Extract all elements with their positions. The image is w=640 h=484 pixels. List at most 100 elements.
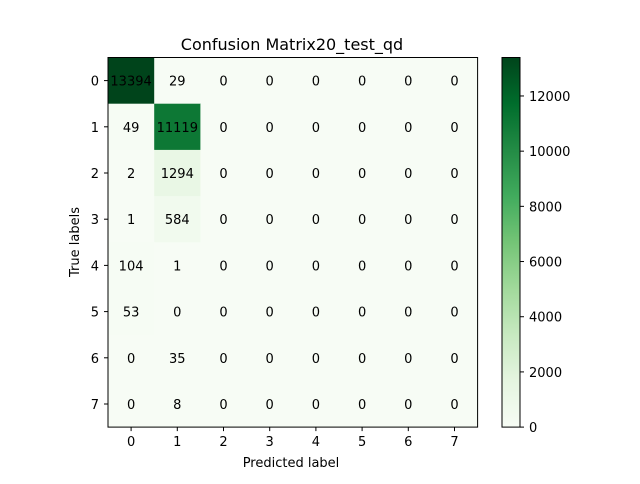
cell-value-label: 53 [123,306,140,321]
cell-value-label: 0 [266,75,274,90]
colorbar-tick-label: 2000 [529,366,562,381]
heatmap-cell [200,380,248,428]
heatmap-cell [200,242,248,289]
cell-value-label: 0 [404,121,412,136]
cell-value-label: 0 [266,306,274,321]
cell-value-label: 0 [450,306,458,321]
cell-value-label: 1 [173,259,181,274]
heatmap-cell [154,196,201,243]
heatmap-cell [108,380,155,428]
cell-value-label: 11119 [157,121,198,136]
cell-value-label: 2 [127,167,135,182]
colorbar-tick-label: 0 [529,421,537,436]
x-tick-label: 4 [312,435,320,450]
cell-value-label: 49 [123,121,140,136]
cell-value-label: 0 [312,75,320,90]
heatmap-cell [246,334,294,382]
cell-value-label: 0 [450,75,458,90]
x-axis-label: Predicted label [243,456,340,471]
heatmap-cell [292,334,340,382]
cell-value-label: 0 [450,352,458,367]
y-tick-label: 4 [91,259,99,274]
cell-value-label: 0 [219,75,227,90]
cell-value-label: 0 [312,167,320,182]
heatmap-cell [385,380,432,428]
cell-value-label: 0 [358,398,366,413]
heatmap-cell [154,149,201,197]
heatmap-cell [339,103,386,151]
cell-value-label: 0 [266,167,274,182]
cell-value-label: 0 [358,121,366,136]
heatmap-cell [108,57,155,105]
cell-value-label: 0 [173,306,181,321]
heatmap-cell [292,288,340,336]
heatmap-cell [431,334,479,382]
cell-value-label: 0 [127,352,135,367]
cell-value-label: 1294 [161,167,194,182]
heatmap-cell [200,288,248,336]
cell-value-label: 0 [219,398,227,413]
y-tick-label: 0 [91,75,99,90]
colorbar-tick-label: 12000 [529,90,570,105]
cell-value-label: 0 [404,352,412,367]
x-tick-label: 1 [173,435,181,450]
cell-value-label: 0 [358,213,366,228]
cell-value-label: 0 [312,306,320,321]
heatmap-cell [292,380,340,428]
x-tick-label: 6 [404,435,412,450]
heatmap-cell [339,380,386,428]
heatmap-cell [431,380,479,428]
heatmap-cell [200,149,248,197]
cell-value-label: 0 [266,398,274,413]
cell-value-label: 29 [169,75,186,90]
heatmap-cell [292,103,340,151]
heatmap-cell [339,149,386,197]
heatmap-cell [431,242,479,289]
heatmap-cell [246,149,294,197]
cell-value-label: 0 [127,398,135,413]
heatmap-cell [200,334,248,382]
heatmap-cell [292,242,340,289]
heatmap-cell [385,334,432,382]
cell-value-label: 8 [173,398,181,413]
colorbar-tick-label: 10000 [529,145,570,160]
cell-value-label: 0 [404,259,412,274]
cell-value-label: 0 [312,398,320,413]
heatmap-cell [292,149,340,197]
heatmap-cell [246,380,294,428]
cell-value-label: 0 [219,259,227,274]
cell-value-label: 0 [219,213,227,228]
heatmap-cell [385,57,432,105]
y-tick-label: 7 [91,398,99,413]
cell-value-label: 0 [404,167,412,182]
y-tick-label: 5 [91,306,99,321]
cell-value-label: 0 [450,121,458,136]
colorbar-tick-label: 8000 [529,200,562,215]
heatmap-cell [385,103,432,151]
cell-value-label: 0 [219,121,227,136]
cell-value-label: 1 [127,213,135,228]
heatmap-cell [431,288,479,336]
x-tick-label: 7 [450,435,458,450]
heatmap-cell [108,242,155,289]
heatmap-cell [385,242,432,289]
heatmap-cell [200,57,248,105]
cell-value-label: 0 [266,213,274,228]
heatmap-cell [108,288,155,336]
chart-title: Confusion Matrix20_test_qd [181,35,403,55]
cell-value-label: 0 [404,75,412,90]
y-tick-label: 6 [91,352,99,367]
heatmap-cell [246,103,294,151]
y-tick-label: 3 [91,213,99,228]
heatmap-cell [339,334,386,382]
heatmap-cell [246,57,294,105]
heatmap-cell [108,334,155,382]
cell-value-label: 0 [219,167,227,182]
heatmap-cell [339,196,386,243]
heatmap-cell [431,103,479,151]
heatmap-cell [108,196,155,243]
heatmap-cell [292,57,340,105]
cell-value-label: 0 [266,259,274,274]
